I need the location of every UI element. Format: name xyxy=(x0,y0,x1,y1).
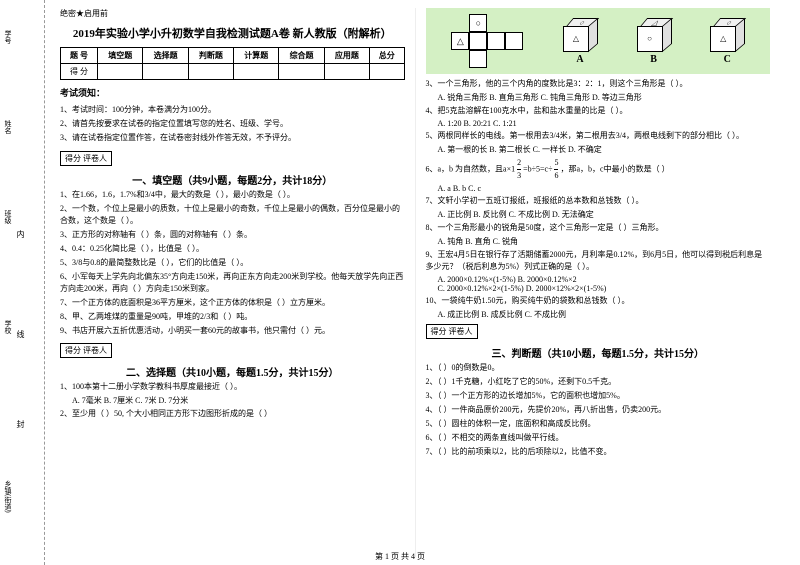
s3q7: 7、（ ）比的前项乘以2，比的后项除以2，比值不变。 xyxy=(426,446,771,458)
sb-mark-xian: 线 xyxy=(15,330,26,338)
s2q1: 1、100本第十二册小学数学教科书厚度最接近（ ）。 xyxy=(60,381,405,393)
th-0: 题 号 xyxy=(61,48,98,64)
label-c: C xyxy=(710,54,744,65)
s2q8o: A. 钝角 B. 直角 C. 锐角 xyxy=(438,236,771,247)
s1q3: 3、正方形的对称轴有（ ）条，圆的对称轴有（ ）条。 xyxy=(60,229,405,241)
sb-mark-nei: 内 xyxy=(15,230,26,238)
sb-label-1: 姓名 xyxy=(3,120,13,134)
page-container: 绝密★启用前 2019年实验小学小升初数学自我检测试题A卷 新人教版（附解析） … xyxy=(0,0,800,565)
classification: 绝密★启用前 xyxy=(60,8,405,19)
grade-box-1: 得分 评卷人 xyxy=(60,151,112,166)
s2q3: 3、一个三角形，他的三个内角的度数比是3：2：1，则这个三角形是（ ）。 xyxy=(426,78,771,90)
s1q6: 6、小军每天上学先向北偏东35°方向走150米，再向正东方向走200米到学校。他… xyxy=(60,271,405,295)
section1-title: 一、填空题（共9小题，每题2分，共计18分） xyxy=(60,172,405,187)
label-b: B xyxy=(637,54,671,65)
frac2: 56 xyxy=(554,157,558,182)
s3q6: 6、（ ）不相交的两条直线叫做平行线。 xyxy=(426,432,771,444)
s3q5: 5、（ ）圆柱的体积一定，底面积和高成反比例。 xyxy=(426,418,771,430)
cube-a: ○△ A xyxy=(563,18,597,65)
notice-2: 2、请首先按要求在试卷的指定位置填写您的姓名、班级、学号。 xyxy=(60,118,405,129)
s1q1: 1、在1.66，1.6，1.7%和3/4中，最大的数是（ ），最小的数是（ ）。 xyxy=(60,189,405,201)
score-table: 题 号 填空题 选择题 判断题 计算题 综合题 应用题 总分 得 分 xyxy=(60,47,405,80)
cube-b: △○ B xyxy=(637,18,671,65)
cube-figure: ○ △ ○△ A △○ B ○△ C xyxy=(426,8,771,74)
sc-6 xyxy=(324,64,369,80)
s2q6c: ，那a，b，c中最小的数是（ ） xyxy=(560,164,669,173)
cube-c: ○△ C xyxy=(710,18,744,65)
sb-label-0: 学号 xyxy=(3,30,13,44)
sc-3 xyxy=(188,64,233,80)
s2q2: 2、至少用（ ）50, 个大小相同正方形下边图形折成的是（ ） xyxy=(60,408,405,420)
th-5: 综合题 xyxy=(279,48,324,64)
sb-label-4: 乡镇(街道) xyxy=(3,480,13,513)
notice-title: 考试须知： xyxy=(60,86,405,99)
section2-title: 二、选择题（共10小题，每题1.5分，共计15分） xyxy=(60,364,405,379)
section3-title: 三、判断题（共10小题，每题1.5分，共计15分） xyxy=(426,345,771,360)
th-7: 总分 xyxy=(370,48,404,64)
s1q8: 8、甲、乙两堆煤的重量是90吨，甲堆的2/3和（ ）吨。 xyxy=(60,311,405,323)
s3q2: 2、（ ）1千克糖，小红吃了它的50%，还剩下0.5千克。 xyxy=(426,376,771,388)
grade-box-2: 得分 评卷人 xyxy=(60,343,112,358)
s2q6o: A. a B. b C. c xyxy=(438,184,771,193)
s2q9: 9、王宏4月5日在银行存了活期储蓄2000元，月利率是0.12%，到6月5日，他… xyxy=(426,249,771,273)
s2q8: 8、一个三角形最小的锐角是50度，这个三角形一定是（ ）三角形。 xyxy=(426,222,771,234)
frac1: 23 xyxy=(517,157,521,182)
s2q9o: A. 2000×0.12%×(1-5%) B. 2000×0.12%×2 C. … xyxy=(438,275,771,293)
binding-sidebar: 学号 姓名 班级 学校 乡镇(街道) 内 线 封 xyxy=(0,0,45,565)
sc-2 xyxy=(143,64,188,80)
sb-label-3: 学校 xyxy=(3,320,13,334)
s1q4: 4、0.4：0.25化简比是（ ），比值是（ ）。 xyxy=(60,243,405,255)
s1q5: 5、3/8与0.8的最简整数比是（ ），它们的比值是（ ）。 xyxy=(60,257,405,269)
cube-net: ○ △ xyxy=(451,14,523,68)
th-6: 应用题 xyxy=(324,48,369,64)
s2q7o: A. 正比例 B. 反比例 C. 不成比例 D. 无法确定 xyxy=(438,209,771,220)
s2q6a: 6、a，b 为自然数，且a×1 xyxy=(426,164,516,173)
th-2: 选择题 xyxy=(143,48,188,64)
notice-3: 3、请在试卷指定位置作答，在试卷密封线外作答无效，不予评分。 xyxy=(60,132,405,143)
page-footer: 第 1 页 共 4 页 xyxy=(0,551,800,562)
th-3: 判断题 xyxy=(188,48,233,64)
label-a: A xyxy=(563,54,597,65)
right-column: ○ △ ○△ A △○ B ○△ C 3、一个三角形，他的三个内角的度数比是3：… xyxy=(416,8,781,557)
s3q3: 3、（ ）一个正方形的边长增加5%，它的面积也增加5%。 xyxy=(426,390,771,402)
s2q6b: =b÷5=c÷ xyxy=(523,164,552,173)
exam-title: 2019年实验小学小升初数学自我检测试题A卷 新人教版（附解析） xyxy=(60,25,405,41)
s3q1: 1、（ ）0的倒数是0。 xyxy=(426,362,771,374)
row-label: 得 分 xyxy=(61,64,98,80)
s1q2: 2、一个数，个位上是最小的质数，十位上是最小的奇数，千位上是最小的偶数，百分位是… xyxy=(60,203,405,227)
grade-box-3: 得分 评卷人 xyxy=(426,324,478,339)
s2q10o: A. 成正比例 B. 成反比例 C. 不成比例 xyxy=(438,309,771,320)
left-column: 绝密★启用前 2019年实验小学小升初数学自我检测试题A卷 新人教版（附解析） … xyxy=(50,8,416,557)
sc-4 xyxy=(234,64,279,80)
s2q7: 7、文轩小学初一五班订报纸，班报纸的总本数和总钱数（ ）。 xyxy=(426,195,771,207)
s2q1o: A. 7毫米 B. 7厘米 C. 7米 D. 7分米 xyxy=(72,395,405,406)
th-1: 填空题 xyxy=(98,48,143,64)
sc-5 xyxy=(279,64,324,80)
s1q7: 7、一个正方体的底面积是36平方厘米，这个正方体的体积是（ ）立方厘米。 xyxy=(60,297,405,309)
s2q10: 10、一袋纯牛奶1.50元，购买纯牛奶的袋数和总钱数（ ）。 xyxy=(426,295,771,307)
th-4: 计算题 xyxy=(234,48,279,64)
s2q5: 5、两根同样长的电线。第一根用去3/4米，第二根用去3/4，两根电线剩下的部分相… xyxy=(426,130,771,142)
s1q9: 9、书店开展六五折优惠活动，小明买一套60元的故事书，他只需付（ ）元。 xyxy=(60,325,405,337)
s2q4o: A. 1:20 B. 20:21 C. 1:21 xyxy=(438,119,771,128)
s3q4: 4、（ ）一件商品原价200元，先提价20%，再八折出售，仍卖200元。 xyxy=(426,404,771,416)
sb-label-2: 班级 xyxy=(3,210,13,224)
sc-1 xyxy=(98,64,143,80)
s2q4: 4、把5克盐溶解在100克水中，盐和盐水重量的比是（ ）。 xyxy=(426,105,771,117)
sb-mark-feng: 封 xyxy=(15,420,26,428)
s2q5o: A. 第一根的长 B. 第二根长 C. 一样长 D. 不确定 xyxy=(438,144,771,155)
notice-1: 1、考试时间：100分钟，本卷满分为100分。 xyxy=(60,104,405,115)
sc-7 xyxy=(370,64,404,80)
s2q6: 6、a，b 为自然数，且a×1 23 =b÷5=c÷ 56 ，那a，b，c中最小… xyxy=(426,157,771,182)
s2q3o: A. 锐角三角形 B. 直角三角形 C. 钝角三角形 D. 等边三角形 xyxy=(438,92,771,103)
